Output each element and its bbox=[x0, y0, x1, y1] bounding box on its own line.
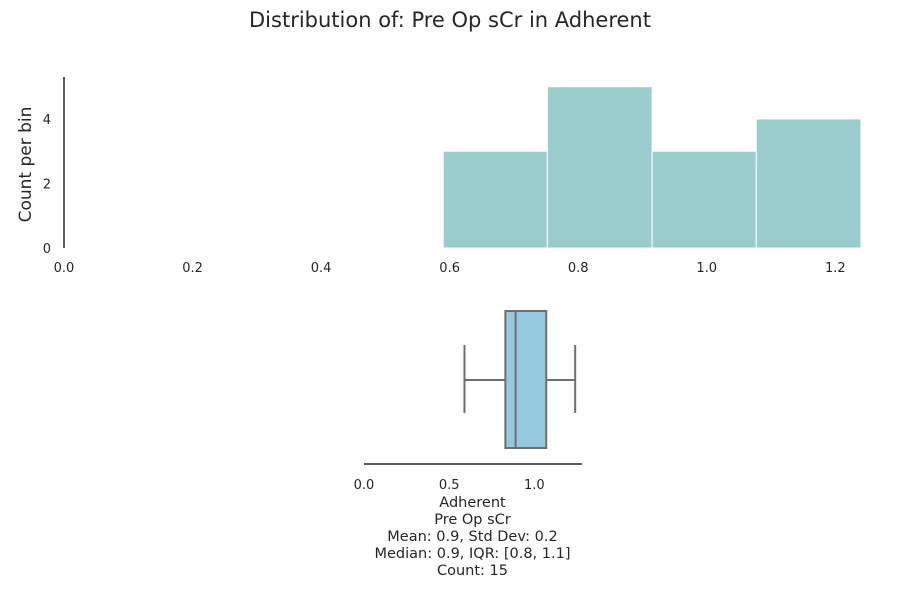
caption-group: Adherent bbox=[439, 495, 506, 511]
histogram-bar-0 bbox=[442, 150, 548, 249]
histogram-plot: 0.0 0.2 0.4 0.6 0.8 1.0 1.2 0 2 4 Count per bin bbox=[16, 77, 862, 276]
chart-title: Distribution of: Pre Op sCr in Adherent bbox=[249, 8, 651, 32]
caption-median-iqr: Median: 0.9, IQR: [0.8, 1.1] bbox=[374, 546, 571, 562]
histogram-x-tick-label: 1.0 bbox=[696, 261, 717, 276]
histogram-y-tick-label: 2 bbox=[43, 177, 51, 192]
histogram-y-tick-label: 4 bbox=[43, 113, 51, 128]
caption-variable: Pre Op sCr bbox=[434, 512, 511, 528]
boxplot-x-tick-label: 0.0 bbox=[354, 478, 375, 493]
boxplot-x-tick-label: 1.0 bbox=[524, 478, 545, 493]
histogram-x-tick-label: 0.6 bbox=[439, 261, 460, 276]
histogram-x-tick-label: 1.2 bbox=[825, 261, 846, 276]
histogram-y-axis-label: Count per bin bbox=[16, 107, 36, 223]
histogram-bar-1 bbox=[546, 86, 653, 249]
histogram-x-tick-label: 0.2 bbox=[182, 261, 203, 276]
histogram-x-tick-label: 0.0 bbox=[54, 261, 75, 276]
histogram-x-tick-label: 0.8 bbox=[568, 261, 589, 276]
summary-caption: Adherent Pre Op sCr Mean: 0.9, Std Dev: … bbox=[0, 495, 900, 580]
histogram-bar-2 bbox=[651, 150, 757, 249]
boxplot: 0.0 0.5 1.0 bbox=[354, 310, 582, 493]
histogram-bar-3 bbox=[755, 118, 862, 249]
histogram-x-tick-label: 0.4 bbox=[311, 261, 332, 276]
caption-mean-std: Mean: 0.9, Std Dev: 0.2 bbox=[387, 529, 558, 545]
boxplot-box bbox=[504, 310, 548, 449]
caption-count: Count: 15 bbox=[436, 563, 508, 579]
histogram-y-tick-label: 0 bbox=[43, 242, 51, 257]
boxplot-x-tick-label: 0.5 bbox=[439, 478, 460, 493]
